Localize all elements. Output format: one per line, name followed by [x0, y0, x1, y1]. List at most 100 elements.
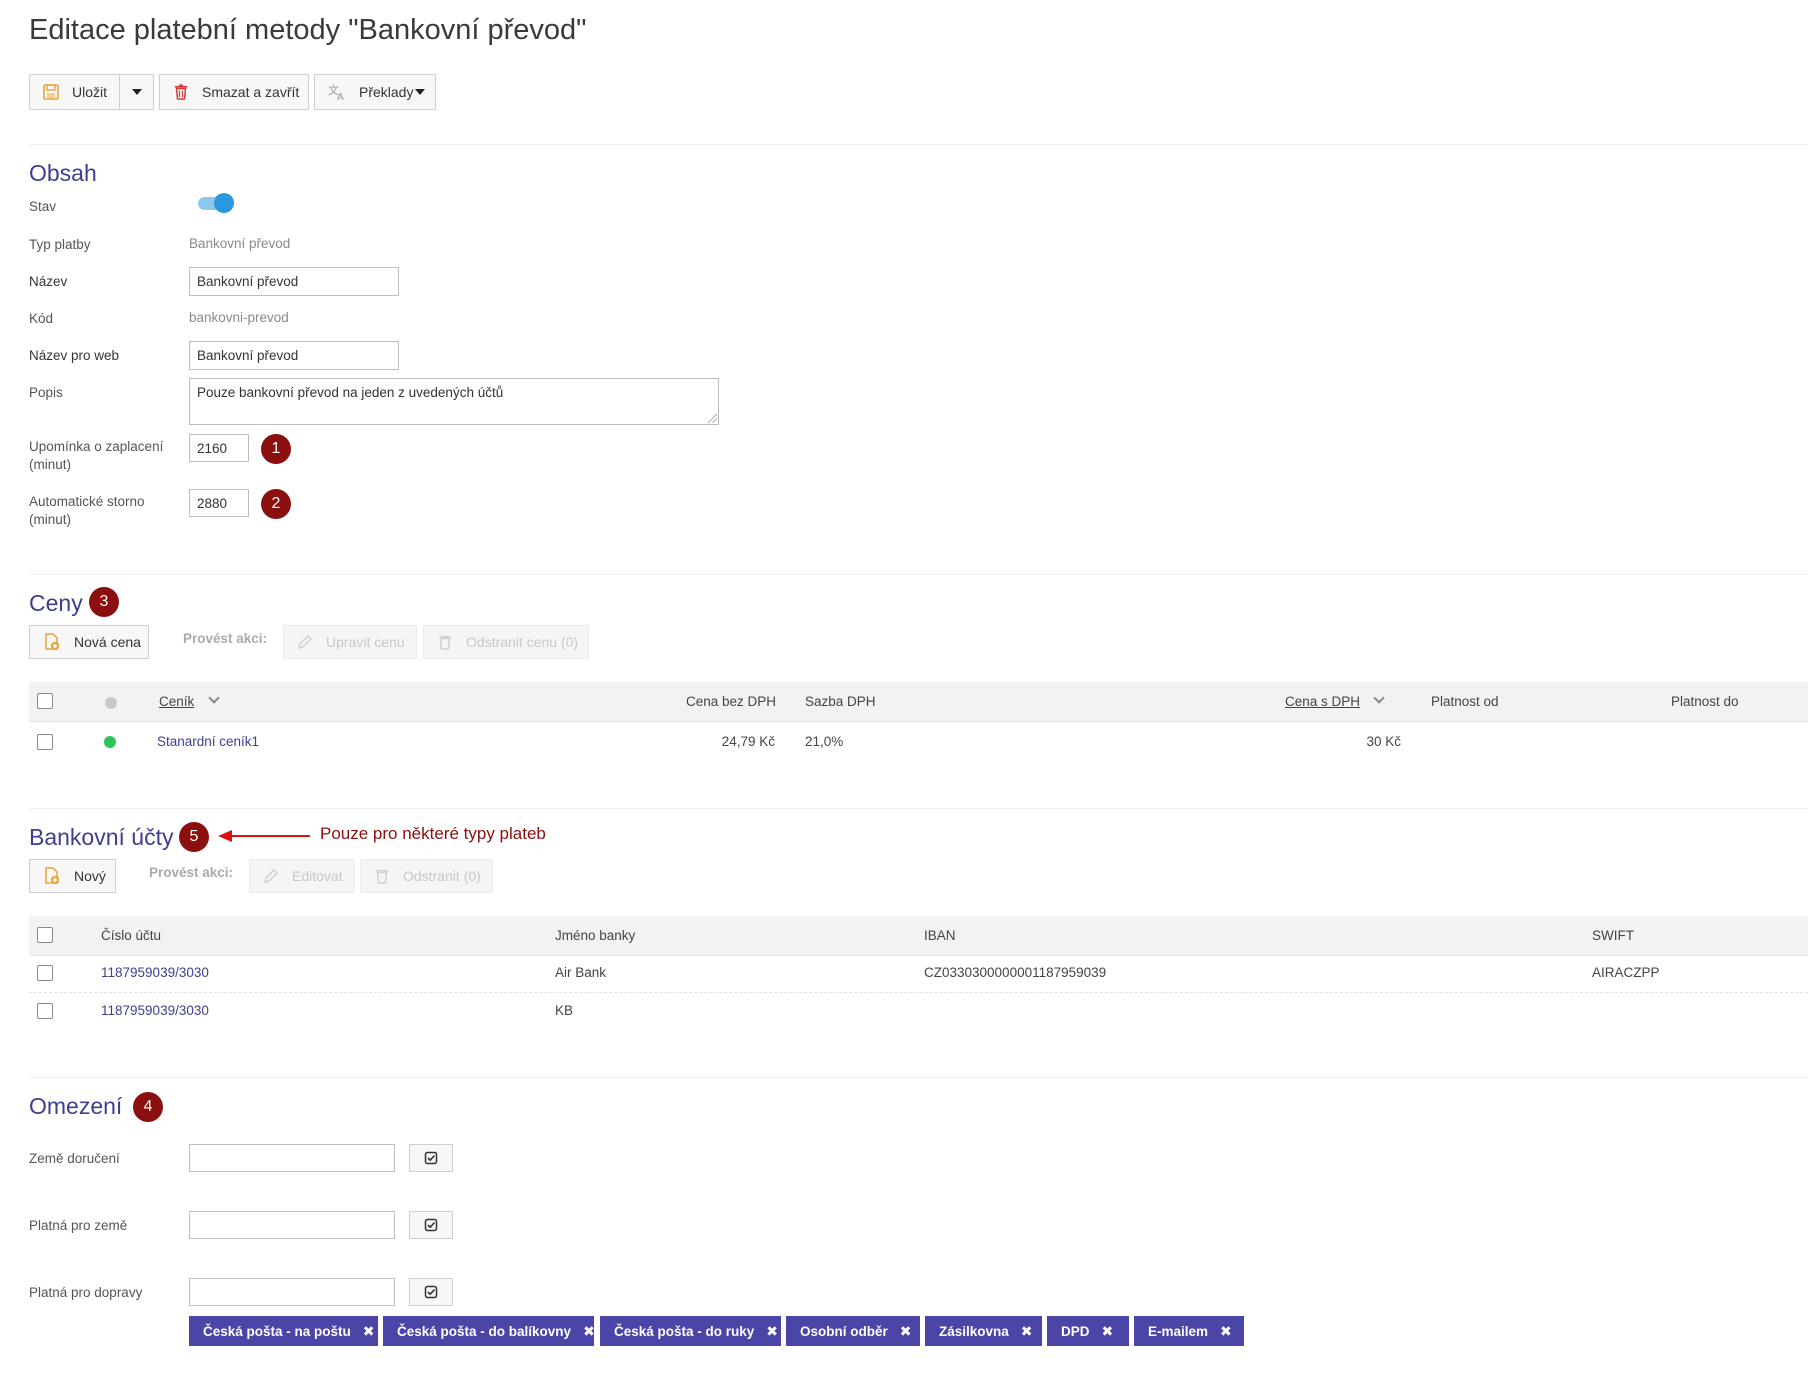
tag-e-mailem: E-mailem ✖: [1134, 1316, 1244, 1346]
annotation-arrow-icon: [218, 830, 310, 842]
annotation-badge-3: 3: [89, 587, 119, 617]
tag-label: Osobní odběr: [800, 1323, 888, 1339]
row-checkbox[interactable]: [37, 965, 53, 981]
tag-label: Česká pošta - do ruky: [614, 1323, 755, 1339]
save-label: Uložit: [72, 84, 108, 100]
edit-price-label: Upravit cenu: [326, 634, 405, 650]
check-picker-icon: [424, 1285, 438, 1299]
annotation-badge-4: 4: [133, 1092, 163, 1122]
zeme-doruceni-pick-button[interactable]: [409, 1144, 453, 1172]
divider: [29, 1077, 1808, 1078]
check-picker-icon: [424, 1151, 438, 1165]
kod-label: Kód: [29, 311, 54, 326]
popis-textarea[interactable]: Pouze bankovní převod na jeden z uvedený…: [189, 378, 719, 425]
perform-action-label: Provést akci:: [183, 631, 268, 646]
new-price-label: Nová cena: [74, 634, 141, 650]
tag-osobni-odber: Osobní odběr ✖: [786, 1316, 920, 1346]
platna-pro-zeme-input[interactable]: [189, 1211, 395, 1239]
web-name-input-value: Bankovní převod: [197, 348, 299, 363]
trash-icon: [373, 865, 391, 887]
svg-text:文: 文: [328, 83, 339, 97]
remove-tag-icon[interactable]: ✖: [362, 1322, 375, 1339]
section-title-ceny: Ceny: [29, 590, 83, 616]
caret-down-icon: [415, 89, 426, 95]
divider: [29, 808, 1808, 809]
reminder-input[interactable]: 2160: [189, 434, 249, 462]
status-dot: [104, 736, 116, 748]
cenik-link[interactable]: Stanardní ceník1: [157, 734, 260, 749]
column-header-cena-s-dph[interactable]: Cena s DPH: [1285, 694, 1361, 709]
tag-label: Zásilkovna: [939, 1323, 1009, 1339]
nazev-input[interactable]: Bankovní převod: [189, 267, 399, 296]
tag-label: DPD: [1061, 1323, 1090, 1339]
row-checkbox[interactable]: [37, 1003, 53, 1019]
swift-cell: AIRACZPP: [1592, 965, 1660, 980]
reminder-label: Upomínka o zaplacení (minut): [29, 439, 164, 472]
kod-value: bankovni-prevod: [189, 310, 289, 325]
platna-pro-dopravy-input[interactable]: [189, 1278, 395, 1306]
save-dropdown-button[interactable]: [119, 74, 154, 110]
remove-account-label: Odstranit (0): [403, 868, 481, 884]
tag-dpd: DPD ✖: [1047, 1316, 1129, 1346]
remove-price-label: Odstranit cenu (0): [466, 634, 579, 650]
delete-and-close-button[interactable]: Smazat a zavřít: [159, 74, 309, 110]
remove-price-button[interactable]: Odstranit cenu (0): [423, 625, 589, 659]
status-toggle[interactable]: [198, 193, 234, 213]
divider: [29, 144, 1808, 145]
select-all-checkbox[interactable]: [37, 927, 53, 943]
storno-input-value: 2880: [197, 495, 228, 511]
remove-tag-icon[interactable]: ✖: [1101, 1322, 1114, 1339]
zeme-doruceni-input[interactable]: [189, 1144, 395, 1172]
row-checkbox[interactable]: [37, 734, 53, 750]
pencil-icon: [296, 631, 314, 653]
cena-s-dph-cell: 30 Kč: [1366, 734, 1401, 749]
column-header-jmeno-banky: Jméno banky: [555, 928, 636, 943]
add-document-icon: [42, 865, 62, 887]
check-picker-icon: [424, 1218, 438, 1232]
zeme-doruceni-label: Země doručení: [29, 1151, 120, 1166]
storno-input[interactable]: 2880: [189, 489, 249, 517]
row-separator: [29, 992, 1808, 993]
select-all-checkbox[interactable]: [37, 693, 53, 709]
trash-icon: [436, 631, 454, 653]
remove-tag-icon[interactable]: ✖: [583, 1322, 595, 1339]
remove-account-button[interactable]: Odstranit (0): [360, 859, 493, 893]
platna-pro-zeme-pick-button[interactable]: [409, 1211, 453, 1239]
remove-tag-icon[interactable]: ✖: [899, 1322, 912, 1339]
save-button[interactable]: Uložit: [29, 74, 120, 110]
platna-pro-dopravy-label: Platná pro dopravy: [29, 1285, 143, 1300]
edit-price-button[interactable]: Upravit cenu: [283, 625, 417, 659]
remove-tag-icon[interactable]: ✖: [1020, 1322, 1033, 1339]
nazev-input-value: Bankovní převod: [197, 274, 299, 289]
reminder-input-value: 2160: [197, 440, 228, 456]
column-header-cenik[interactable]: Ceník: [159, 694, 195, 709]
popis-textarea-value: Pouze bankovní převod na jeden z uvedený…: [197, 385, 504, 400]
bank-name-cell: KB: [555, 1003, 574, 1018]
popis-label: Popis: [29, 385, 63, 400]
tag-label: E-mailem: [1148, 1323, 1209, 1339]
new-price-button[interactable]: Nová cena: [29, 625, 149, 659]
account-number-link[interactable]: 1187959039/3030: [101, 1003, 209, 1018]
edit-account-button[interactable]: Editovat: [249, 859, 355, 893]
column-header-cena-bez-dph: Cena bez DPH: [686, 694, 777, 709]
tag-ceska-posta-do-balikovny: Česká pošta - do balíkovny ✖: [383, 1316, 595, 1346]
account-number-link[interactable]: 1187959039/3030: [101, 965, 209, 980]
caret-down-icon: [131, 89, 142, 95]
resize-handle-icon[interactable]: [708, 414, 717, 423]
remove-tag-icon[interactable]: ✖: [1220, 1322, 1232, 1339]
column-header-cislo-uctu: Číslo účtu: [101, 928, 162, 943]
translations-label: Překlady: [359, 84, 414, 100]
page-title: Editace platební metody "Bankovní převod…: [29, 14, 587, 46]
web-name-input[interactable]: Bankovní převod: [189, 341, 399, 370]
typ-platby-label: Typ platby: [29, 237, 91, 252]
iban-cell: CZ0330300000001187959039: [924, 965, 1107, 980]
platna-pro-dopravy-pick-button[interactable]: [409, 1278, 453, 1306]
typ-platby-value: Bankovní převod: [189, 236, 291, 251]
new-account-button[interactable]: Nový: [29, 859, 116, 893]
nazev-label: Název: [29, 274, 68, 289]
annotation-badge-5: 5: [179, 822, 209, 852]
remove-tag-icon[interactable]: ✖: [766, 1322, 779, 1339]
svg-text:A: A: [337, 92, 344, 101]
